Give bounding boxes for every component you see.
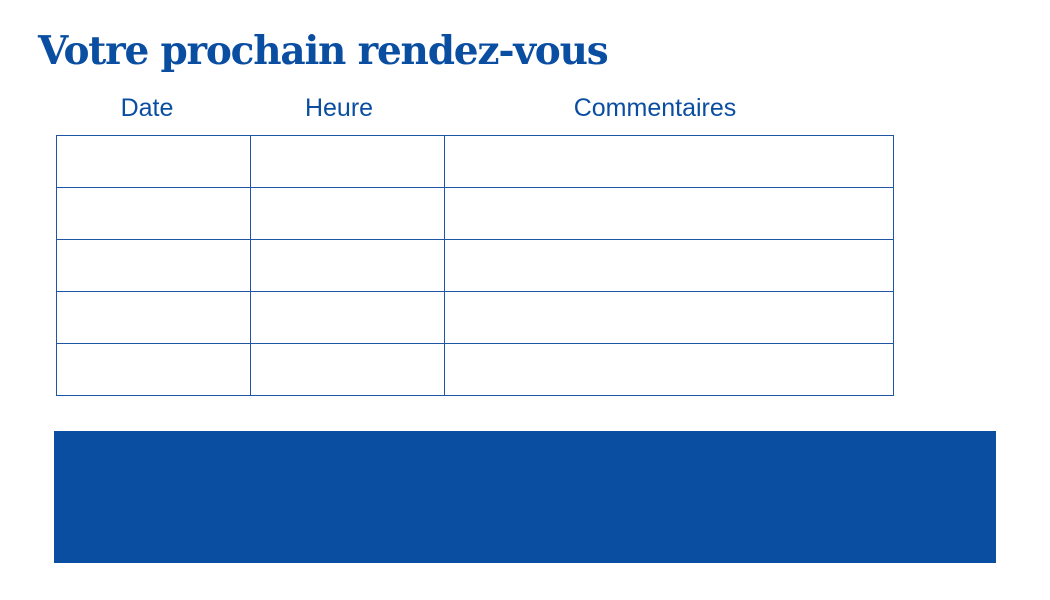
table-cell-heure[interactable]: [250, 239, 445, 292]
table-row: [56, 291, 894, 344]
appointment-table: [56, 135, 894, 396]
table-cell-date[interactable]: [56, 343, 251, 396]
table-cell-date[interactable]: [56, 291, 251, 344]
table-row: [56, 187, 894, 240]
table-cell-date[interactable]: [56, 135, 251, 188]
table-cell-heure[interactable]: [250, 291, 445, 344]
table-cell-commentaires[interactable]: [444, 187, 894, 240]
table-cell-commentaires[interactable]: [444, 291, 894, 344]
table-cell-date[interactable]: [56, 187, 251, 240]
table-cell-commentaires[interactable]: [444, 343, 894, 396]
table-cell-date[interactable]: [56, 239, 251, 292]
table-cell-heure[interactable]: [250, 135, 445, 188]
page-title: Votre prochain rendez-vous: [38, 28, 609, 74]
table-cell-commentaires[interactable]: [444, 239, 894, 292]
column-header-date: Date: [120, 94, 174, 122]
column-header-heure: Heure: [304, 94, 374, 122]
column-header-commentaires: Commentaires: [573, 94, 737, 122]
table-row: [56, 135, 894, 188]
table-row: [56, 239, 894, 292]
footer-band: [54, 431, 996, 563]
table-cell-heure[interactable]: [250, 187, 445, 240]
table-row: [56, 343, 894, 396]
table-cell-heure[interactable]: [250, 343, 445, 396]
table-cell-commentaires[interactable]: [444, 135, 894, 188]
